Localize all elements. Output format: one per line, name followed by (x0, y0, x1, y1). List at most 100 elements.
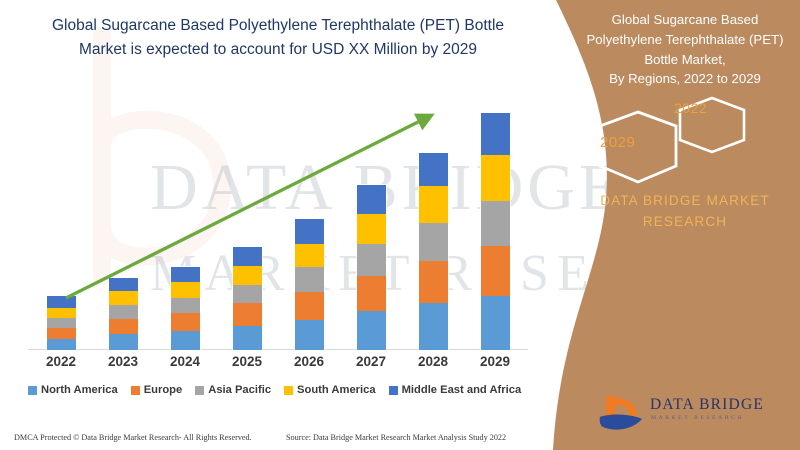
hexagon-2029-label: 2029 (600, 134, 636, 151)
x-axis-label-2029: 2029 (479, 354, 511, 369)
bar-segment-middle-east-and-africa (108, 277, 138, 292)
stacked-bar (479, 111, 511, 352)
brand-name: DATA BRIDGE MARKET RESEARCH (576, 190, 794, 232)
bar-segment-south-america (418, 185, 448, 223)
company-logo: DATA BRIDGE MARKET RESEARCH (598, 392, 788, 438)
bar-segment-south-america (294, 243, 324, 267)
page-title-line-2: Market is expected to account for USD XX… (78, 41, 478, 59)
hexagon-2029-shape (598, 110, 678, 184)
logo-title: DATA BRIDGE (650, 396, 765, 413)
x-axis-label-2025: 2025 (231, 354, 263, 369)
legend-item-south-america[interactable]: South America (284, 384, 376, 396)
bar-segment-asia-pacific (232, 284, 262, 304)
bar-segment-south-america (480, 154, 510, 202)
stacked-bar (293, 218, 325, 351)
bar-segment-north-america (356, 311, 386, 350)
right-title-line-2: Polyethylene Terephthalate (PET) (586, 31, 784, 47)
legend-item-north-america[interactable]: North America (28, 384, 118, 396)
bar-segment-south-america (108, 291, 138, 305)
bar-segment-europe (232, 303, 262, 326)
brand-line-1: DATA BRIDGE MARKET (600, 193, 770, 208)
bar-segment-south-america (232, 265, 262, 285)
legend-item-asia-pacific[interactable]: Asia Pacific (195, 384, 271, 396)
stacked-bar (417, 151, 449, 352)
bar-segment-europe (418, 261, 448, 304)
bar-segment-europe (356, 275, 386, 312)
stacked-bar (107, 276, 139, 352)
bar-segment-asia-pacific (418, 222, 448, 262)
bar-segment-north-america (480, 295, 510, 350)
x-axis-label-2028: 2028 (417, 354, 449, 369)
bar-segment-north-america (46, 338, 76, 350)
x-axis-label-2026: 2026 (293, 354, 325, 369)
right-title-line-4: By Regions, 2022 to 2029 (609, 71, 761, 87)
bar-segment-europe (46, 327, 76, 339)
hexagon-2022-shape (678, 96, 746, 154)
legend-label: Europe (143, 384, 183, 396)
bar-column-2025 (220, 95, 274, 352)
bar-segment-asia-pacific (356, 243, 386, 276)
bar-segment-europe (294, 292, 324, 321)
hexagon-badges (598, 96, 746, 184)
brand-line-2: RESEARCH (642, 214, 728, 230)
x-axis-label-2022: 2022 (45, 354, 77, 369)
bar-segment-asia-pacific (108, 304, 138, 319)
legend-label: Middle East and Africa (401, 384, 522, 396)
bar-segment-north-america (418, 303, 448, 350)
bar-column-2023 (96, 95, 150, 352)
bar-column-2028 (406, 95, 460, 352)
bar-column-2024 (158, 95, 212, 352)
right-title-line-1: Global Sugarcane Based (611, 12, 759, 27)
legend-swatch-icon (28, 385, 37, 395)
stacked-bar-chart (28, 95, 528, 352)
footer-source-text: Source: Data Bridge Market Research Mark… (286, 432, 507, 442)
x-axis-label-2023: 2023 (107, 354, 139, 369)
x-axis-label-2027: 2027 (355, 354, 387, 369)
footer-dmca-text: DMCA Protected © Data Bridge Market Rese… (14, 432, 252, 442)
bar-segment-europe (108, 318, 138, 335)
bar-column-2027 (344, 95, 398, 352)
bar-segment-middle-east-and-africa (46, 295, 76, 308)
bar-column-2029 (468, 95, 522, 352)
legend-label: North America (41, 384, 118, 396)
bar-segment-europe (480, 245, 510, 296)
bar-segment-middle-east-and-africa (418, 152, 448, 186)
stacked-bar (169, 265, 201, 352)
right-title-line-3: Bottle Market, (644, 51, 726, 67)
legend-label: Asia Pacific (208, 384, 272, 396)
chart-plot-area (28, 95, 528, 352)
bar-segment-north-america (108, 334, 138, 350)
bar-segment-middle-east-and-africa (294, 219, 324, 244)
bar-segment-south-america (170, 282, 200, 298)
legend-label: South America (297, 384, 376, 396)
stacked-bar (231, 245, 263, 352)
bar-segment-asia-pacific (46, 317, 76, 328)
bar-column-2026 (282, 95, 336, 351)
footer: DMCA Protected © Data Bridge Market Rese… (0, 424, 560, 450)
bar-segment-south-america (356, 213, 386, 244)
legend-swatch-icon (130, 385, 140, 395)
legend-item-europe[interactable]: Europe (130, 384, 183, 396)
bar-column-2022 (34, 95, 88, 352)
x-axis-labels: 2022 2023 2024 2025 2026 2027 2028 2029 (28, 354, 528, 369)
right-panel-title: Global Sugarcane Based Polyethylene Tere… (574, 10, 796, 89)
bar-segment-south-america (46, 307, 76, 318)
page-title-line-1: Global Sugarcane Based Polyethylene Tere… (51, 17, 505, 34)
bar-segment-middle-east-and-africa (356, 184, 386, 214)
bar-segment-north-america (294, 320, 324, 350)
chart-legend: North America Europe Asia Pacific South Ame… (28, 384, 538, 396)
stacked-bar (45, 294, 77, 352)
legend-swatch-icon (388, 385, 398, 395)
legend-swatch-icon (195, 385, 205, 395)
bar-segment-middle-east-and-africa (170, 266, 200, 283)
bar-segment-asia-pacific (294, 266, 324, 293)
bar-segment-middle-east-and-africa (480, 112, 510, 155)
logo-subtitle: MARKET RESEARCH (651, 415, 745, 421)
legend-item-middle-east-and-africa[interactable]: Middle East and Africa (388, 384, 522, 396)
bar-segment-middle-east-and-africa (232, 246, 262, 266)
page-title: Global Sugarcane Based Polyethylene Tere… (28, 14, 528, 62)
chart-baseline (28, 349, 528, 350)
data-bridge-logo-mark-icon (599, 395, 642, 430)
hexagon-2022-label: 2022 (674, 100, 708, 116)
